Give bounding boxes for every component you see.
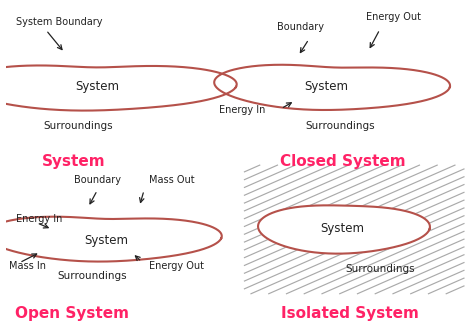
Text: Energy In: Energy In bbox=[219, 105, 265, 115]
Polygon shape bbox=[0, 217, 222, 262]
Text: Surroundings: Surroundings bbox=[305, 121, 375, 131]
Text: Closed System: Closed System bbox=[280, 154, 405, 169]
Text: Boundary: Boundary bbox=[74, 175, 121, 185]
Text: Mass In: Mass In bbox=[9, 261, 46, 271]
Text: System Boundary: System Boundary bbox=[16, 17, 102, 27]
Text: Open System: Open System bbox=[15, 306, 128, 321]
Text: Mass Out: Mass Out bbox=[149, 175, 194, 185]
Text: Surroundings: Surroundings bbox=[345, 264, 415, 274]
Text: System: System bbox=[304, 80, 348, 94]
Text: System: System bbox=[320, 222, 365, 235]
Text: System: System bbox=[42, 154, 106, 169]
Text: Isolated System: Isolated System bbox=[281, 306, 419, 321]
Polygon shape bbox=[0, 65, 237, 111]
Polygon shape bbox=[258, 205, 430, 254]
Text: Surroundings: Surroundings bbox=[44, 121, 113, 131]
Text: Energy Out: Energy Out bbox=[366, 12, 421, 22]
Text: Energy Out: Energy Out bbox=[149, 261, 204, 271]
Text: System: System bbox=[75, 80, 119, 94]
Polygon shape bbox=[214, 65, 450, 110]
Text: System: System bbox=[85, 233, 128, 247]
Text: Energy In: Energy In bbox=[16, 214, 62, 224]
Text: Surroundings: Surroundings bbox=[58, 271, 128, 281]
Text: Boundary: Boundary bbox=[277, 22, 324, 32]
